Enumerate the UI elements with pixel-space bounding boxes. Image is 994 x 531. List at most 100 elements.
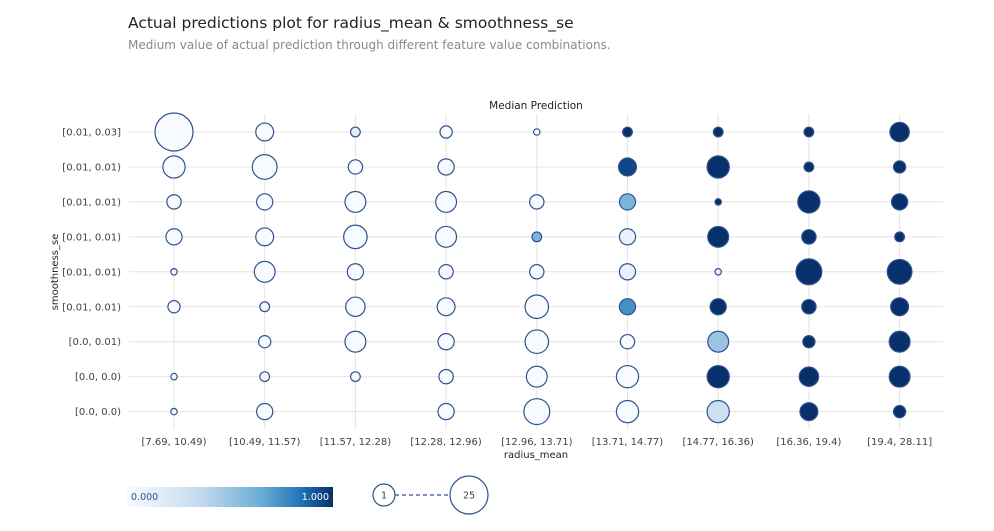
data-point — [347, 159, 364, 175]
data-point — [523, 398, 551, 426]
chart-subtitle: Medium value of actual prediction throug… — [128, 38, 611, 52]
data-point — [435, 225, 458, 248]
x-tick-labels: [7.69, 10.49) [10.49, 11.57) [11.57, 12.28… — [141, 437, 932, 448]
y-tick-label: [0.0, 0.01) — [69, 337, 121, 348]
data-point — [706, 155, 730, 179]
data-point — [170, 407, 178, 416]
data-point — [707, 225, 730, 248]
size-legend-max-circle — [449, 475, 489, 515]
y-tick-label: [0.01, 0.01) — [62, 232, 121, 243]
data-point — [803, 161, 815, 173]
data-point — [524, 329, 550, 355]
data-point — [345, 296, 366, 318]
y-axis-label: smoothness_se — [50, 234, 61, 311]
data-point — [890, 297, 910, 317]
data-point — [259, 301, 271, 313]
colorbar-min-label: 0.000 — [131, 492, 158, 503]
y-tick-label: [0.01, 0.01) — [62, 267, 121, 278]
x-axis-label: radius_mean — [504, 450, 568, 461]
data-point — [890, 193, 909, 211]
data-point — [437, 333, 455, 351]
data-point — [618, 193, 637, 211]
x-tick-label: [16.36, 19.4) — [776, 437, 841, 448]
data-point — [892, 160, 907, 174]
x-tick-label: [12.28, 12.96) — [410, 437, 482, 448]
colorbar-max-label: 1.000 — [302, 492, 329, 503]
data-point — [524, 294, 550, 320]
data-point — [349, 126, 361, 138]
data-point — [154, 112, 194, 152]
x-tick-label: [11.57, 12.28) — [320, 437, 392, 448]
data-point — [346, 263, 365, 281]
data-point — [801, 229, 817, 245]
data-point — [798, 366, 820, 387]
data-point — [349, 371, 361, 383]
size-legend-max-label: 25 — [463, 491, 475, 502]
data-point — [529, 194, 545, 210]
x-tick-label: [13.71, 14.77) — [592, 437, 664, 448]
data-point — [889, 121, 910, 143]
data-point — [255, 122, 275, 142]
data-point — [799, 402, 819, 422]
data-point — [888, 330, 911, 353]
colorbar-legend: 0.000 1.000 — [127, 487, 333, 507]
data-point — [618, 298, 637, 316]
data-point — [894, 231, 906, 243]
data-point — [886, 258, 913, 285]
data-point — [706, 364, 730, 389]
data-point — [531, 231, 543, 243]
y-tick-label: [0.0, 0.0) — [75, 372, 121, 383]
data-point — [803, 126, 815, 138]
data-point — [529, 264, 545, 280]
data-point — [170, 372, 178, 381]
data-point — [170, 267, 178, 276]
data-point — [892, 404, 907, 419]
data-point — [709, 298, 727, 316]
data-point — [438, 264, 454, 280]
data-point — [437, 402, 455, 421]
data-point — [344, 330, 367, 353]
data-point — [801, 299, 817, 315]
chart-title: Actual predictions plot for radius_mean … — [128, 14, 574, 32]
data-point — [167, 300, 181, 314]
data-point — [259, 371, 271, 383]
data-point — [618, 228, 637, 246]
y-tick-label: [0.01, 0.01) — [62, 197, 121, 208]
colorbar-gradient — [127, 487, 333, 507]
data-point — [435, 190, 458, 213]
data-point — [622, 126, 633, 138]
data-point — [714, 198, 723, 206]
data-point — [258, 335, 272, 349]
data-point — [162, 155, 186, 179]
data-point — [712, 126, 724, 138]
size-legend: 1 25 — [372, 475, 489, 515]
plot-title: Median Prediction — [489, 100, 583, 112]
data-point — [343, 224, 368, 250]
data-point — [525, 365, 548, 388]
data-point — [802, 335, 816, 349]
data-point — [256, 402, 274, 421]
data-point — [255, 227, 275, 247]
data-points — [154, 112, 913, 426]
data-point — [617, 157, 638, 177]
x-tick-label: [7.69, 10.49) — [141, 437, 206, 448]
data-point — [714, 267, 723, 276]
x-tick-label: [19.4, 28.11] — [867, 437, 932, 448]
y-tick-label: [0.01, 0.03] — [62, 128, 121, 139]
data-point — [615, 399, 640, 424]
data-point — [618, 263, 637, 281]
y-tick-labels: [0.01, 0.03] [0.01, 0.01) [0.01, 0.01) [0.0… — [62, 128, 121, 419]
y-tick-label: [0.0, 0.0) — [75, 407, 121, 418]
x-tick-label: [12.96, 13.71) — [501, 437, 573, 448]
y-tick-label: [0.01, 0.01) — [62, 162, 121, 173]
data-point — [888, 365, 911, 388]
data-point — [437, 158, 455, 176]
data-point — [166, 194, 182, 210]
x-tick-label: [10.49, 11.57) — [229, 437, 301, 448]
data-point — [344, 190, 367, 213]
data-point — [438, 368, 454, 385]
data-point — [615, 364, 640, 389]
data-point — [253, 260, 276, 283]
data-point — [439, 125, 453, 139]
